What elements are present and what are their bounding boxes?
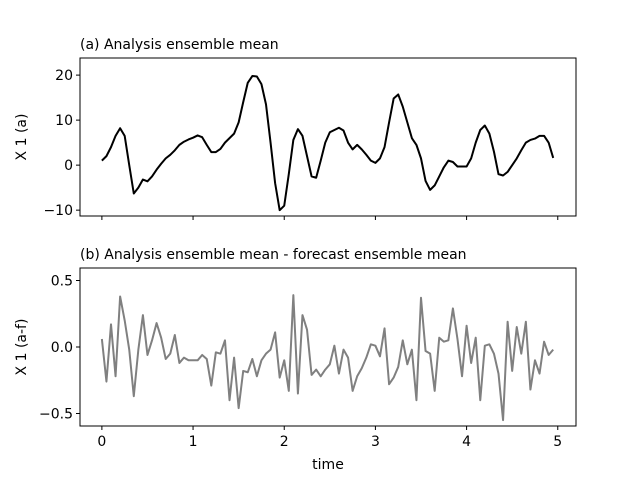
x-tick-label: 2 [280,434,289,450]
y-tick-label: 20 [55,68,73,84]
y-axis-label: X 1 (a) [14,114,30,161]
x-tick-label: 3 [371,434,380,450]
y-tick-label: 10 [55,113,73,129]
axes-frame [79,57,577,217]
x-tick-label: 4 [462,434,471,450]
data-line [101,75,555,212]
x-tick-label: 5 [553,434,562,450]
y-axis-label: X 1 (a-f) [14,319,30,376]
axes-title: (a) Analysis ensemble mean [80,37,279,53]
y-tick-label: 0.5 [51,274,73,290]
y-tick-label: 0 [64,158,73,174]
y-tick-label: 0.0 [51,340,73,356]
x-tick-label: 0 [97,434,106,450]
data-line [100,294,554,422]
x-axis-label: time [312,457,344,473]
y-tick-label: −10 [43,203,73,219]
axes-frame [79,267,577,427]
axes-title: (b) Analysis ensemble mean - forecast en… [80,247,467,263]
y-tick-label: −0.5 [39,406,73,422]
x-tick-label: 1 [189,434,198,450]
